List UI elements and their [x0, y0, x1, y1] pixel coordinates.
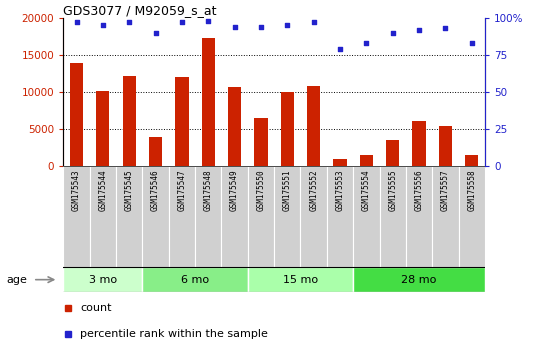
Bar [439, 126, 452, 166]
Bar [116, 166, 142, 267]
Text: GSM175554: GSM175554 [362, 170, 371, 211]
Bar [353, 166, 380, 267]
Point [336, 46, 344, 52]
Bar [458, 166, 485, 267]
Text: age: age [7, 275, 27, 285]
Point [414, 27, 423, 33]
Bar [360, 155, 373, 166]
Bar [386, 139, 399, 166]
Bar [195, 166, 222, 267]
Bar [63, 267, 142, 292]
Point [388, 30, 397, 35]
Text: GSM175544: GSM175544 [99, 170, 107, 211]
Text: GSM175550: GSM175550 [256, 170, 266, 211]
Text: GSM175555: GSM175555 [388, 170, 397, 211]
Text: GSM175549: GSM175549 [230, 170, 239, 211]
Bar [432, 166, 458, 267]
Bar [333, 159, 347, 166]
Point [257, 24, 266, 29]
Bar [327, 166, 353, 267]
Text: GSM175552: GSM175552 [309, 170, 318, 211]
Bar [274, 166, 300, 267]
Text: percentile rank within the sample: percentile rank within the sample [80, 329, 268, 339]
Text: 6 mo: 6 mo [181, 275, 209, 285]
Text: GSM175557: GSM175557 [441, 170, 450, 211]
Bar [406, 166, 432, 267]
Point [283, 22, 291, 28]
Text: 28 mo: 28 mo [401, 275, 437, 285]
Point [362, 40, 371, 46]
Text: GSM175543: GSM175543 [72, 170, 81, 211]
Text: GSM175556: GSM175556 [414, 170, 424, 211]
Bar [123, 76, 136, 166]
Text: GSM175558: GSM175558 [467, 170, 476, 211]
Bar [175, 77, 188, 166]
Bar [63, 166, 90, 267]
Point [177, 19, 186, 25]
Bar [380, 166, 406, 267]
Bar [70, 63, 83, 166]
Bar [248, 166, 274, 267]
Text: GSM175546: GSM175546 [151, 170, 160, 211]
Point [151, 30, 160, 35]
Text: GSM175551: GSM175551 [283, 170, 292, 211]
Bar [96, 91, 110, 166]
Text: GDS3077 / M92059_s_at: GDS3077 / M92059_s_at [63, 4, 217, 17]
Point [467, 40, 476, 46]
Bar [169, 166, 195, 267]
Bar [142, 166, 169, 267]
Text: GSM175545: GSM175545 [125, 170, 134, 211]
Point [125, 19, 134, 25]
Bar [413, 121, 425, 166]
Text: GSM175547: GSM175547 [177, 170, 186, 211]
Bar [149, 137, 162, 166]
Point [441, 25, 450, 31]
Text: 3 mo: 3 mo [89, 275, 117, 285]
Point [99, 22, 107, 28]
Point [72, 19, 81, 25]
Text: GSM175548: GSM175548 [204, 170, 213, 211]
Bar [202, 38, 215, 166]
Bar [300, 166, 327, 267]
Text: 15 mo: 15 mo [283, 275, 318, 285]
Bar [248, 267, 353, 292]
Bar [307, 86, 320, 166]
Text: count: count [80, 303, 112, 313]
Bar [90, 166, 116, 267]
Bar [228, 87, 241, 166]
Bar [280, 92, 294, 166]
Text: GSM175553: GSM175553 [336, 170, 344, 211]
Point [230, 24, 239, 29]
Bar [222, 166, 248, 267]
Point [204, 18, 213, 23]
Bar [142, 267, 248, 292]
Bar [353, 267, 485, 292]
Point [309, 19, 318, 25]
Bar [255, 118, 268, 166]
Bar [465, 155, 478, 166]
